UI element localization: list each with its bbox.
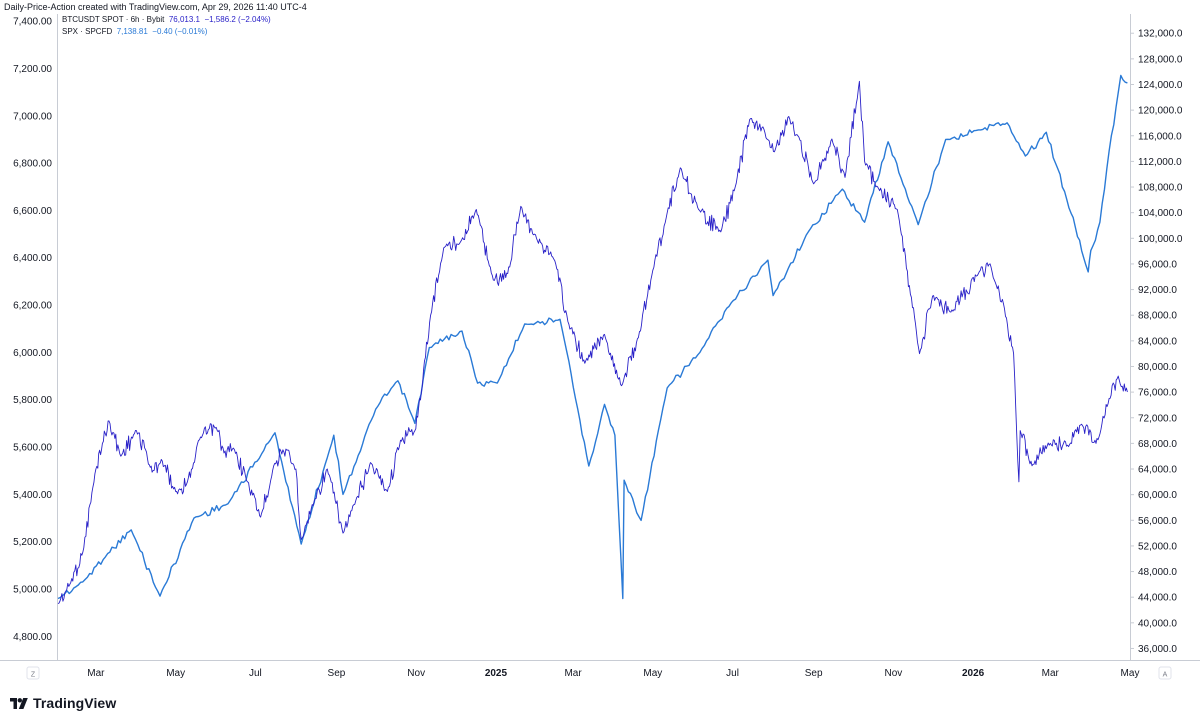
left-tick-label: 7,400.00	[13, 17, 52, 28]
right-tick-label: 40,000.0	[1138, 618, 1177, 629]
right-tick-label: 88,000.0	[1138, 311, 1177, 322]
left-tick-label: 7,200.00	[13, 64, 52, 75]
time-tick-label: May	[643, 668, 662, 679]
left-tick-label: 7,000.00	[13, 111, 52, 122]
right-tick-label: 128,000.0	[1138, 54, 1183, 65]
right-tick-label: 56,000.0	[1138, 516, 1177, 527]
legend-row-btc[interactable]: BTCUSDT SPOT · 6h · Bybit 76,013.1 −1,58…	[62, 15, 271, 24]
right-tick-label: 48,000.0	[1138, 567, 1177, 578]
auto-scale-button-label: A	[1163, 672, 1168, 679]
legend-change: −0.40 (−0.01%)	[152, 27, 208, 36]
time-tick-label: May	[1121, 668, 1140, 679]
right-tick-label: 116,000.0	[1138, 131, 1182, 142]
plot-area	[57, 74, 1128, 605]
right-tick-label: 60,000.0	[1138, 490, 1177, 501]
time-tick-label: Mar	[1042, 668, 1060, 679]
time-tick-label: Nov	[884, 668, 902, 679]
tradingview-brand-text: TradingView	[33, 695, 117, 711]
spx-series-line[interactable]	[57, 74, 1128, 600]
time-tick-label: Jul	[249, 668, 262, 679]
time-tick-label: Mar	[87, 668, 105, 679]
left-tick-label: 5,000.00	[13, 585, 52, 596]
right-tick-label: 80,000.0	[1138, 362, 1177, 373]
right-tick-label: 108,000.0	[1138, 183, 1183, 194]
left-price-axis[interactable]: 4,800.00 5,000.00 5,200.00 5,400.00 5,600.00…	[13, 17, 52, 643]
right-tick-label: 84,000.0	[1138, 336, 1177, 347]
time-tick-label: Jul	[726, 668, 739, 679]
legend-row-spx[interactable]: SPX · SPCFD 7,138.81 −0.40 (−0.01%)	[62, 27, 207, 36]
time-tick-label: 2026	[962, 668, 985, 679]
right-tick-label: 64,000.0	[1138, 465, 1177, 476]
time-tick-label: Sep	[805, 668, 823, 679]
right-tick-label: 124,000.0	[1138, 80, 1183, 91]
legend-last-value: 76,013.1	[168, 15, 200, 24]
btcusdt-series-line[interactable]	[57, 80, 1128, 605]
tradingview-logo[interactable]: TradingView	[10, 694, 116, 712]
chart-attribution: Daily-Price-Action created with TradingV…	[4, 2, 307, 12]
time-tick-label: Nov	[407, 668, 425, 679]
time-tick-label: Sep	[328, 668, 346, 679]
price-chart[interactable]: 4,800.00 5,000.00 5,200.00 5,400.00 5,600.00…	[0, 0, 1200, 690]
z-button[interactable]	[26, 666, 40, 680]
right-tick-label: 100,000.0	[1138, 234, 1183, 245]
right-tick-label: 44,000.0	[1138, 593, 1177, 604]
left-tick-label: 6,000.00	[13, 348, 52, 359]
right-tick-label: 68,000.0	[1138, 439, 1177, 450]
left-tick-label: 5,200.00	[13, 537, 52, 548]
right-tick-label: 76,000.0	[1138, 388, 1177, 399]
right-tick-label: 36,000.0	[1138, 644, 1177, 655]
right-tick-label: 72,000.0	[1138, 413, 1177, 424]
left-tick-label: 6,200.00	[13, 301, 52, 312]
left-tick-label: 5,800.00	[13, 395, 52, 406]
time-tick-label: 2025	[485, 668, 508, 679]
time-tick-label: Mar	[564, 668, 582, 679]
legend-symbol-name: SPX · SPCFD	[62, 27, 113, 36]
left-tick-label: 5,400.00	[13, 490, 52, 501]
right-tick-label: 104,000.0	[1138, 208, 1183, 219]
left-tick-label: 6,800.00	[13, 159, 52, 170]
left-tick-label: 6,400.00	[13, 253, 52, 264]
right-tick-label: 120,000.0	[1138, 106, 1183, 117]
legend-change: −1,586.2 (−2.04%)	[204, 15, 271, 24]
time-axis[interactable]: Mar May Jul Sep Nov 2025 Mar May Jul Sep Nov 2026 Ma…	[87, 668, 1139, 679]
right-tick-label: 52,000.0	[1138, 541, 1177, 552]
tradingview-logo-icon	[10, 697, 28, 709]
right-tick-label: 132,000.0	[1138, 29, 1183, 40]
left-tick-label: 4,800.00	[13, 632, 52, 643]
legend-symbol-name: BTCUSDT SPOT · 6h · Bybit	[62, 15, 165, 24]
right-tick-label: 96,000.0	[1138, 259, 1177, 270]
right-tick-label: 112,000.0	[1138, 157, 1182, 168]
legend-last-value: 7,138.81	[116, 27, 148, 36]
auto-scale-button[interactable]	[1158, 666, 1172, 680]
time-tick-label: May	[166, 668, 185, 679]
left-tick-label: 6,600.00	[13, 206, 52, 217]
z-button-label: Z	[31, 672, 36, 679]
right-tick-label: 92,000.0	[1138, 285, 1177, 296]
left-tick-label: 5,600.00	[13, 443, 52, 454]
right-price-axis[interactable]: 36,000.0 40,000.0 44,000.0 48,000.0 52,000.0…	[1130, 29, 1183, 655]
